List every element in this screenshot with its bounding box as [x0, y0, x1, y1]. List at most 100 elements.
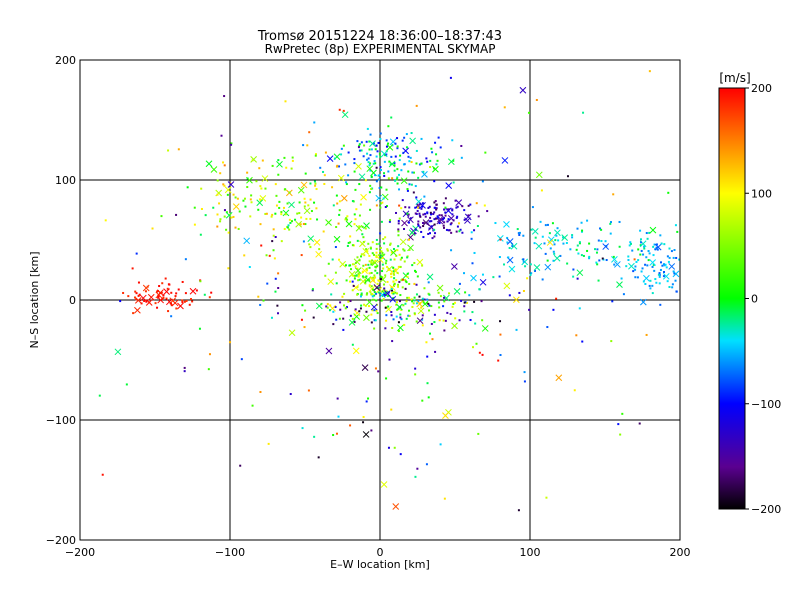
data-point-545	[409, 217, 412, 220]
data-point-458	[461, 231, 464, 234]
data-point-1109	[348, 319, 356, 326]
data-point-593	[346, 215, 349, 218]
data-point-1290	[523, 380, 526, 383]
data-point-1115	[332, 310, 335, 313]
data-point-1368	[396, 303, 403, 311]
data-point-397	[432, 165, 439, 173]
data-point-752	[541, 235, 544, 238]
data-point-1245	[289, 393, 292, 396]
data-point-634	[314, 184, 317, 187]
data-point-747	[193, 223, 196, 226]
data-point-989	[143, 299, 146, 302]
data-point-1370	[373, 284, 381, 291]
data-point-1243	[272, 234, 275, 237]
data-point-1023	[163, 288, 170, 296]
data-point-1045	[345, 306, 348, 309]
x-axis-ticks: −200 −100 0 100 200	[65, 60, 691, 559]
data-point-1067	[430, 322, 433, 325]
data-point-577	[300, 216, 303, 219]
data-point-1083	[430, 305, 433, 308]
data-point-940	[622, 293, 625, 296]
data-point-24	[383, 283, 386, 286]
data-point-707	[257, 208, 260, 211]
data-point-101	[364, 279, 367, 282]
data-point-757	[605, 259, 608, 262]
data-point-599	[303, 207, 311, 215]
data-point-197	[394, 291, 397, 294]
x-axis-label: E–W location [km]	[330, 558, 430, 571]
data-point-279	[378, 187, 381, 190]
y-tick-label-3: 100	[55, 174, 76, 187]
data-point-1075	[421, 318, 424, 321]
data-point-396	[383, 160, 386, 163]
y-tick-label-2: 0	[69, 294, 76, 307]
data-point-1319	[341, 111, 349, 119]
data-point-523	[408, 206, 411, 209]
data-point-690	[313, 201, 316, 204]
data-point-88	[401, 286, 404, 289]
data-point-1215	[601, 257, 604, 260]
data-point-1383	[207, 368, 210, 371]
data-point-1096	[359, 307, 362, 310]
data-point-619	[309, 198, 312, 201]
data-point-517	[432, 213, 435, 216]
data-point-285	[426, 160, 429, 163]
data-point-296	[369, 140, 376, 147]
data-point-1210	[411, 300, 414, 303]
data-point-840	[529, 273, 532, 276]
data-point-676	[219, 218, 222, 221]
data-point-1422	[357, 146, 360, 149]
data-point-31	[385, 290, 388, 293]
data-point-928	[668, 263, 676, 270]
data-point-1265	[370, 429, 373, 432]
data-point-1262	[302, 144, 305, 147]
data-point-938	[651, 265, 654, 268]
data-point-1207	[373, 309, 376, 312]
data-point-1247	[257, 295, 260, 298]
data-point-806	[511, 245, 514, 248]
data-point-205	[397, 230, 400, 233]
data-point-551	[463, 218, 466, 221]
data-point-371	[385, 145, 388, 148]
data-point-996	[122, 291, 125, 294]
data-point-1080	[421, 314, 424, 317]
data-point-42	[361, 233, 364, 236]
data-point-76	[386, 280, 389, 283]
data-point-147	[376, 265, 379, 268]
data-point-837	[643, 247, 646, 250]
data-point-1437	[638, 422, 641, 425]
data-point-543	[412, 191, 415, 194]
data-point-768	[559, 254, 562, 257]
data-point-351	[383, 174, 386, 177]
data-point-621	[303, 205, 306, 208]
data-point-39	[361, 225, 364, 228]
data-point-742	[340, 194, 348, 202]
data-point-688	[226, 193, 229, 196]
data-point-872	[639, 253, 642, 256]
data-point-270	[396, 182, 399, 185]
data-point-204	[411, 305, 414, 308]
data-point-1375	[230, 143, 233, 146]
data-point-720	[261, 175, 269, 182]
data-point-1240	[284, 100, 287, 103]
data-point-534	[450, 222, 453, 225]
data-point-103	[393, 283, 396, 286]
data-point-1403	[576, 277, 579, 280]
data-point-1373	[375, 166, 378, 169]
data-point-925	[640, 270, 643, 273]
data-point-1278	[300, 254, 303, 257]
data-point-1089	[442, 305, 445, 308]
data-point-301	[338, 165, 341, 168]
data-point-1091	[327, 278, 335, 285]
data-point-238	[399, 238, 407, 246]
data-point-10	[375, 309, 378, 312]
data-point-983	[147, 293, 155, 301]
data-point-254	[389, 258, 392, 261]
data-point-1162	[373, 291, 376, 294]
data-point-1171	[390, 286, 393, 289]
data-point-507	[455, 216, 458, 219]
data-point-157	[399, 294, 402, 297]
data-point-453	[444, 197, 447, 200]
data-point-583	[337, 174, 345, 182]
data-point-1434	[414, 367, 417, 370]
